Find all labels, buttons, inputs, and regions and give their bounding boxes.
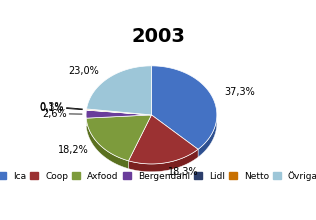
Polygon shape — [86, 115, 151, 161]
Text: 23,0%: 23,0% — [69, 66, 100, 76]
Polygon shape — [87, 66, 151, 115]
Text: 0,1%: 0,1% — [39, 103, 64, 113]
Polygon shape — [86, 110, 151, 115]
Text: 18,2%: 18,2% — [58, 145, 88, 155]
Legend: Ica, Coop, Axfood, Bergendahl, Lidl, Netto, Övriga: Ica, Coop, Axfood, Bergendahl, Lidl, Net… — [0, 171, 316, 181]
Polygon shape — [86, 110, 151, 118]
Text: 0,3%: 0,3% — [39, 103, 64, 112]
Title: 2003: 2003 — [131, 27, 185, 46]
Text: 18,3%: 18,3% — [168, 167, 199, 177]
Polygon shape — [86, 118, 129, 169]
Text: 2,6%: 2,6% — [42, 109, 66, 119]
Polygon shape — [129, 115, 198, 164]
Polygon shape — [87, 109, 151, 115]
Polygon shape — [198, 115, 217, 157]
Polygon shape — [129, 149, 198, 172]
Polygon shape — [151, 66, 217, 149]
Text: 37,3%: 37,3% — [224, 87, 255, 97]
